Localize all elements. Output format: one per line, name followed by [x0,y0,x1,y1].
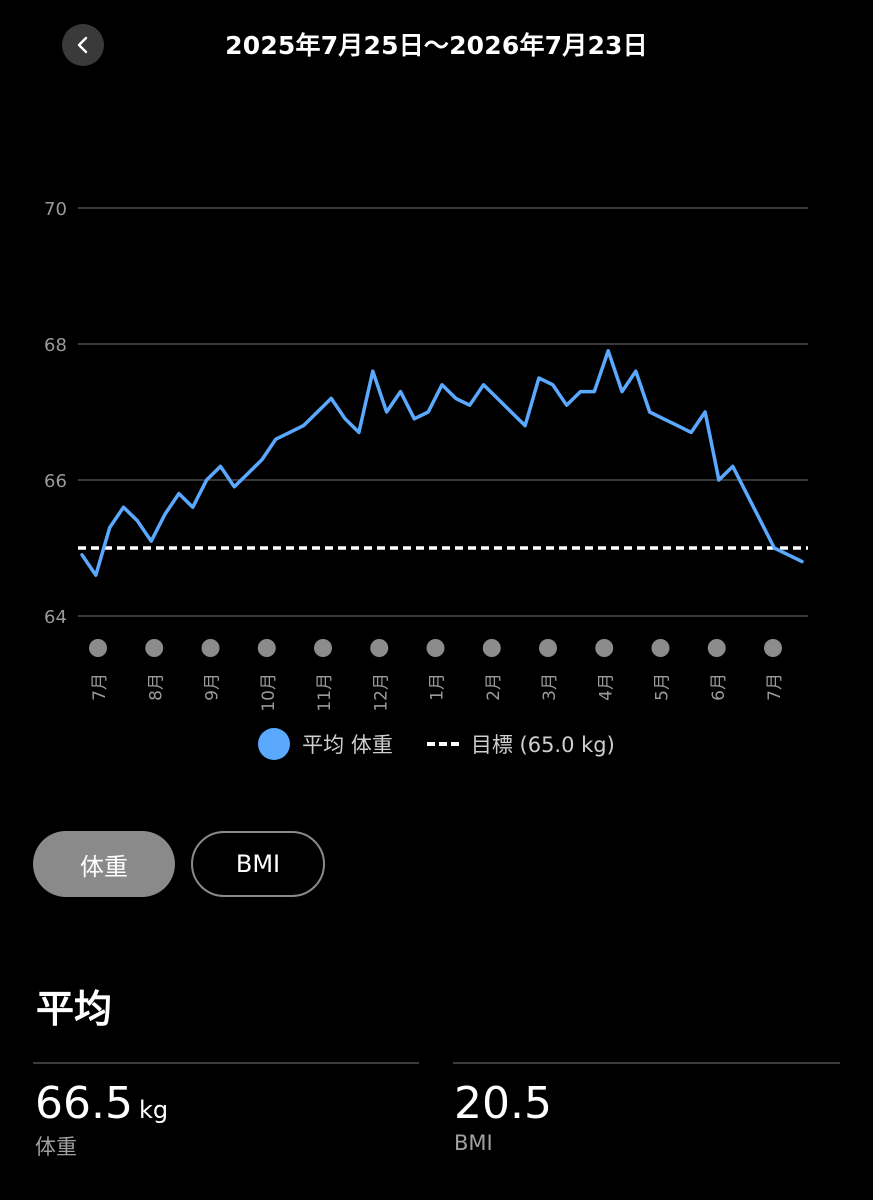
x-tick-label: 11月 [315,673,335,712]
legend-target[interactable]: 目標 (65.0 kg) [426,729,615,759]
legend-average-label: 平均 体重 [302,733,393,757]
chart-legend: 平均 体重 目標 (65.0 kg) [0,728,873,760]
weight-label: 体重 [35,1135,77,1159]
legend-target-label: 目標 (65.0 kg) [470,733,615,757]
x-tick-label: 7月 [90,673,110,701]
month-marker-dot[interactable] [707,639,726,657]
weight-chart: 70 68 66 64 7月 8月 9月 10月 11月 12月 1月 2月 3月 4月 5月 6月 7月 [44,199,808,712]
month-marker-dot[interactable] [201,639,220,657]
x-tick-label: 4月 [596,673,616,701]
month-marker-dot[interactable] [89,639,107,657]
month-marker-dot[interactable] [595,639,614,657]
weight-stat: 66.5 kg [35,1078,168,1129]
weight-toggle-button[interactable]: 体重 [33,831,175,897]
legend-dot-icon [258,728,291,760]
page-title: 2025年7月25日〜2026年7月23日 [225,31,648,60]
legend-dash-icon [426,742,459,746]
summary-title: 平均 [36,987,113,1031]
month-marker-dot[interactable] [426,639,445,657]
bmi-divider [453,1062,840,1064]
month-marker-dot[interactable] [764,639,782,657]
weight-value: 66.5 [35,1078,133,1129]
month-marker-dot[interactable] [145,639,164,657]
y-tick-label: 64 [44,607,67,628]
back-button[interactable] [62,24,104,66]
month-marker-dot[interactable] [370,639,389,657]
x-tick-label: 5月 [653,673,673,701]
weight-divider [33,1062,419,1064]
series-line-average-weight [80,349,804,577]
y-tick-label: 70 [44,199,67,220]
x-tick-label: 9月 [203,673,223,701]
month-marker-dot[interactable] [314,639,332,657]
x-tick-label: 2月 [484,673,504,701]
month-marker-dot[interactable] [257,639,276,657]
y-tick-label: 68 [44,335,67,356]
x-tick-label: 1月 [428,673,448,701]
month-marker-dot[interactable] [482,639,501,657]
month-marker-dot[interactable] [651,639,670,657]
x-tick-label: 7月 [765,673,785,701]
x-tick-label: 8月 [146,673,166,701]
x-tick-label: 3月 [540,673,560,701]
y-tick-label: 66 [44,471,67,492]
weight-unit: kg [138,1096,169,1124]
bmi-toggle-button[interactable]: BMI [191,831,325,897]
bmi-value: 20.5 [454,1078,552,1129]
month-marker-dot[interactable] [539,639,557,657]
chevron-left-icon [77,36,88,54]
header: 2025年7月25日〜2026年7月23日 [0,0,873,90]
x-tick-label: 10月 [259,673,279,712]
x-tick-label: 12月 [371,673,391,712]
x-tick-label: 6月 [709,673,729,701]
bmi-label: BMI [454,1131,493,1155]
legend-average[interactable]: 平均 体重 [258,728,393,760]
